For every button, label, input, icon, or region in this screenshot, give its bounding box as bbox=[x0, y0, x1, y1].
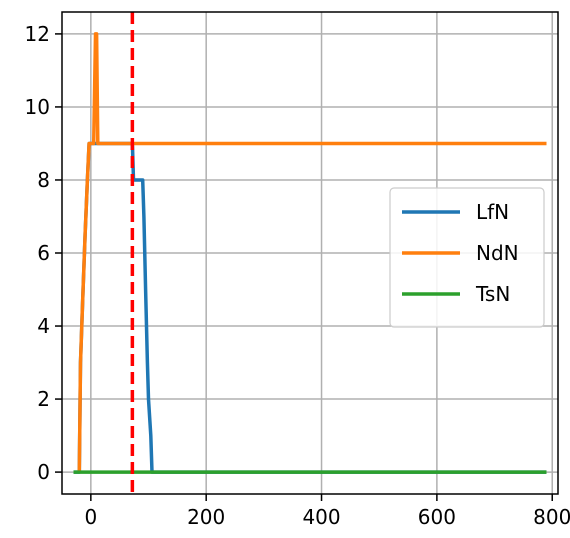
x-tick-label: 200 bbox=[187, 505, 225, 529]
y-tick-label: 10 bbox=[25, 95, 50, 119]
y-tick-label: 4 bbox=[37, 314, 50, 338]
legend: LfN NdN TsN bbox=[389, 187, 545, 328]
y-tick-label: 0 bbox=[37, 460, 50, 484]
x-tick-label: 600 bbox=[418, 505, 456, 529]
x-tick-label: 0 bbox=[84, 505, 97, 529]
x-tick-label: 800 bbox=[533, 505, 570, 529]
y-tick-label: 8 bbox=[37, 168, 50, 192]
legend-label-ndn: NdN bbox=[476, 241, 519, 265]
series-line-ndn bbox=[77, 32, 547, 473]
y-tick-label: 12 bbox=[25, 22, 50, 46]
y-tick-label: 6 bbox=[37, 241, 50, 265]
y-tick-label: 2 bbox=[37, 387, 50, 411]
legend-box bbox=[389, 187, 545, 328]
x-tick-label: 400 bbox=[302, 505, 340, 529]
legend-label-lfn: LfN bbox=[476, 200, 509, 224]
axis-ticks: 0 200 400 600 800 0 2 4 6 8 10 12 bbox=[25, 22, 570, 529]
legend-label-tsn: TsN bbox=[475, 282, 510, 306]
